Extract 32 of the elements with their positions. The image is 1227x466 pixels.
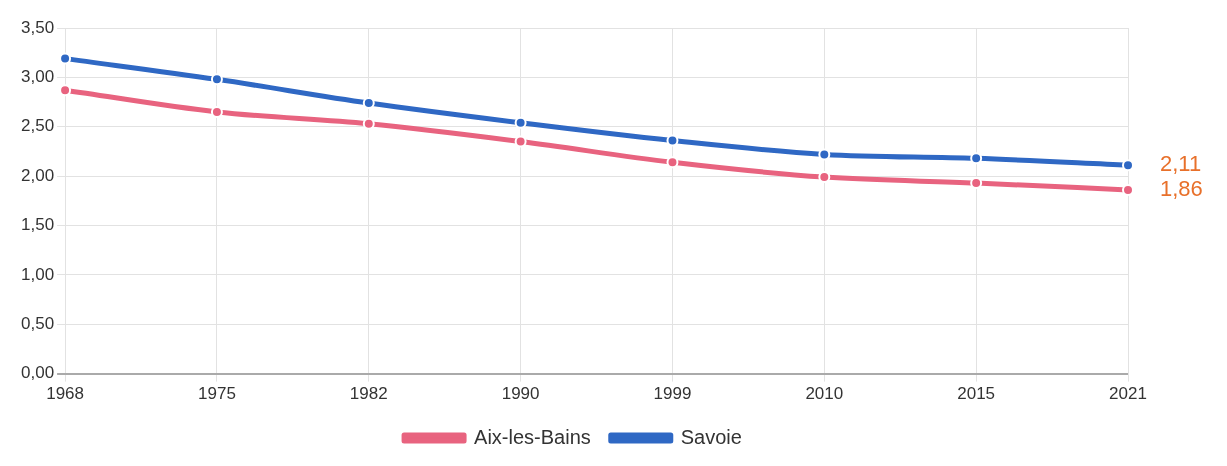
point (970, 177, 983, 190)
x-tick-label: 2021 (1109, 384, 1147, 404)
y-tick-label: 2,50 (20, 116, 55, 136)
y-tick-label: 2,00 (20, 165, 55, 185)
point (514, 135, 527, 148)
y-tick-label: 1,00 (20, 264, 55, 284)
x-tick-label: 2015 (957, 384, 996, 404)
point (362, 117, 375, 130)
x-tick-label: 1975 (198, 384, 236, 404)
point (514, 116, 527, 129)
point (970, 152, 983, 165)
point (666, 134, 679, 147)
point (210, 105, 223, 118)
legend-label: Aix-les-Bains (474, 425, 591, 448)
annotation: 2,11 (1160, 151, 1202, 177)
x-tick-label: 2010 (805, 384, 844, 404)
annotation: 1,86 (1160, 176, 1203, 201)
x-tick-label: 1999 (653, 384, 692, 404)
legend-label: Savoie (680, 425, 742, 448)
point (210, 73, 223, 86)
y-tick-label: 3,00 (20, 67, 55, 87)
x-tick-label: 1968 (46, 384, 84, 404)
x-tick-label: 1982 (349, 384, 388, 404)
y-tick-label: 0,00 (20, 363, 55, 383)
y-tick-label: 0,50 (20, 313, 55, 333)
point (818, 148, 831, 161)
point (818, 171, 831, 184)
point (666, 156, 679, 169)
point (362, 97, 375, 110)
y-tick-label: 1,50 (20, 215, 55, 235)
y-tick-label: 3,50 (20, 17, 55, 37)
x-tick-label: 1990 (501, 384, 540, 404)
